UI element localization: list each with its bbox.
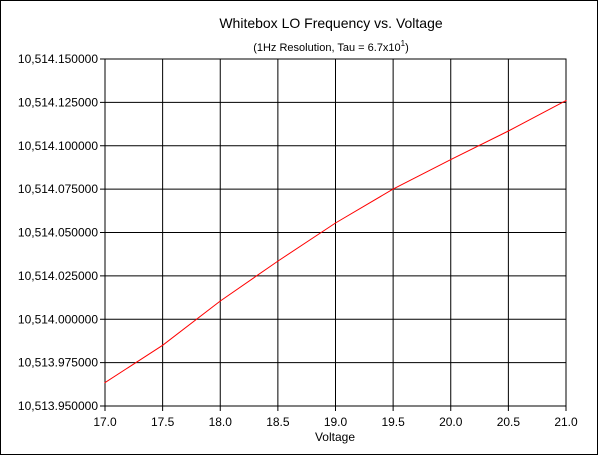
x-tick-label: 17.5	[151, 415, 175, 429]
y-tick-label: 10,514.000000	[18, 312, 98, 326]
y-tick-label: 10,513.975000	[18, 356, 98, 370]
data-point	[219, 300, 221, 302]
x-axis-label: Voltage	[315, 430, 355, 444]
y-tick-label: 10,514.025000	[18, 269, 98, 283]
x-tick-label: 20.0	[439, 415, 463, 429]
chart-subtitle-suffix: )	[405, 42, 409, 54]
data-point	[104, 381, 106, 384]
x-tick-label: 21.0	[554, 415, 578, 429]
data-point	[334, 222, 337, 224]
x-tick-label: 18.5	[266, 415, 290, 429]
chart-title: Whitebox LO Frequency vs. Voltage	[219, 15, 443, 31]
y-tick-label: 10,514.050000	[18, 226, 98, 240]
series-layer	[104, 100, 567, 384]
x-tick-label: 17.0	[93, 415, 117, 429]
grid	[100, 58, 567, 411]
tick-labels: 17.0 17.5 18.0 18.5 19.0 19.5 20.0 20.5 21.0 10,5…	[18, 52, 578, 429]
chart-subtitle: (1Hz Resolution, Tau = 6.7x101)	[253, 39, 409, 54]
x-tick-label: 18.0	[209, 415, 233, 429]
y-tick-label: 10,514.075000	[18, 182, 98, 196]
y-tick-label: 10,514.150000	[18, 52, 98, 66]
y-tick-label: 10,513.950000	[18, 399, 98, 413]
chart-subtitle-prefix: (1Hz Resolution, Tau = 6.7x10	[253, 42, 400, 54]
x-tick-label: 19.5	[381, 415, 405, 429]
x-tick-label: 19.0	[324, 415, 348, 429]
data-point	[277, 260, 279, 262]
x-tick-label: 20.5	[497, 415, 521, 429]
chart-subtitle-superscript: 1	[401, 39, 406, 48]
y-tick-label: 10,514.125000	[18, 95, 98, 109]
data-point	[392, 188, 394, 190]
data-point	[507, 130, 509, 132]
data-point	[450, 159, 452, 161]
data-point	[162, 344, 164, 346]
data-point	[565, 100, 567, 102]
y-tick-label: 10,514.100000	[18, 139, 98, 153]
